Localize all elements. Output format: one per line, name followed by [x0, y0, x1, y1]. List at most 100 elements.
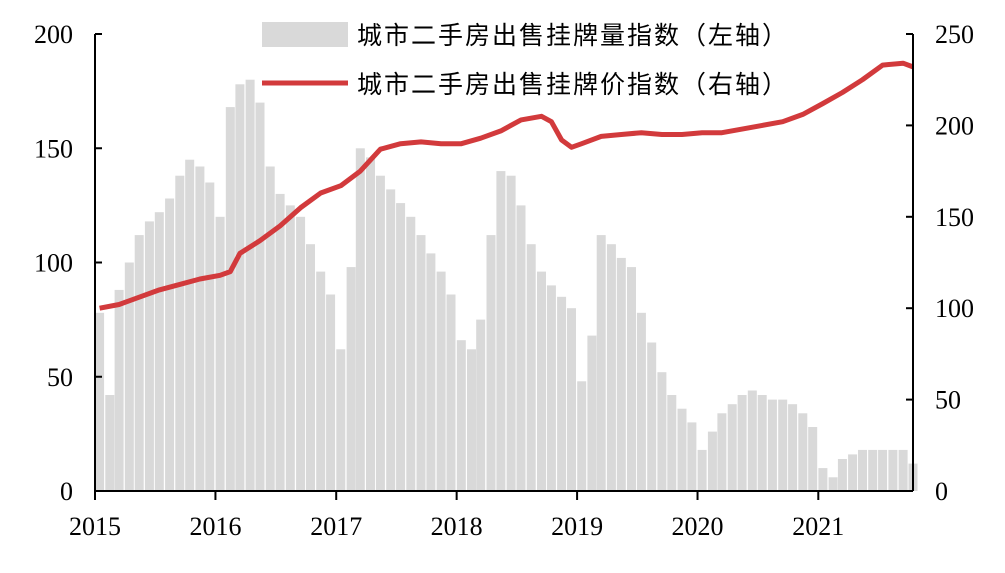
volume-bar	[778, 399, 788, 491]
volume-bar	[346, 267, 356, 491]
right-tick-label: 150	[935, 203, 974, 232]
volume-bar	[647, 342, 657, 491]
volume-bar	[185, 159, 195, 491]
volume-bar	[336, 349, 346, 491]
volume-bar	[105, 395, 115, 491]
volume-bar	[255, 102, 265, 491]
volume-bar	[747, 390, 757, 491]
volume-bar	[818, 468, 828, 491]
volume-bar	[355, 148, 365, 492]
volume-bar	[567, 308, 576, 491]
volume-bar	[134, 235, 144, 491]
left-tick-label: 100	[34, 249, 73, 278]
volume-bar	[275, 193, 285, 491]
volume-bar	[577, 381, 587, 491]
volume-bar	[486, 235, 496, 491]
volume-bar	[667, 395, 677, 491]
volume-bar	[175, 175, 185, 491]
volume-bar	[416, 235, 426, 491]
volume-bar	[476, 319, 486, 491]
legend-swatch-volume	[262, 22, 348, 47]
volume-bar	[225, 107, 235, 491]
volume-bar	[788, 404, 798, 491]
right-tick-label: 50	[935, 386, 961, 415]
x-tick-label: 2021	[792, 512, 844, 541]
volume-bar	[858, 449, 867, 491]
volume-bar	[526, 244, 536, 491]
volume-bar	[265, 166, 275, 491]
volume-bar	[697, 449, 707, 491]
left-tick-label: 0	[60, 477, 73, 506]
volume-bar	[848, 454, 858, 491]
legend: 城市二手房出售挂牌量指数（左轴） 城市二手房出售挂牌价指数（右轴）	[262, 21, 789, 99]
x-tick-label: 2017	[310, 512, 362, 541]
x-tick-label: 2020	[672, 512, 724, 541]
volume-bar	[436, 271, 446, 491]
volume-bar	[235, 84, 245, 492]
volume-bar	[707, 431, 717, 491]
volume-bar	[657, 372, 667, 491]
volume-bar	[757, 395, 767, 491]
volume-bar	[506, 175, 516, 491]
volume-bar	[596, 235, 606, 491]
volume-bar	[898, 449, 908, 491]
legend-label-price: 城市二手房出售挂牌价指数（右轴）	[357, 70, 789, 99]
volume-bar	[828, 477, 838, 491]
volume-bar	[606, 244, 616, 491]
volume-bar	[144, 221, 154, 491]
volume-bar	[326, 294, 336, 491]
x-tick-label: 2018	[431, 512, 483, 541]
volume-bar	[496, 171, 506, 491]
volume-bar	[878, 449, 888, 491]
volume-bar	[195, 166, 205, 491]
volume-bar	[366, 157, 375, 491]
volume-bar	[868, 449, 878, 491]
x-tick-label: 2015	[69, 512, 121, 541]
volume-bar	[375, 175, 385, 491]
volume-bar	[426, 253, 436, 491]
volume-bar	[627, 267, 636, 491]
volume-bar	[114, 289, 124, 491]
volume-bar	[737, 395, 747, 491]
volume-bar	[406, 216, 416, 492]
volume-bar	[636, 312, 646, 491]
volume-bar	[215, 216, 225, 492]
volume-bar	[306, 244, 315, 491]
volume-bar	[888, 449, 898, 491]
volume-bar	[296, 216, 306, 492]
volume-bar	[124, 262, 134, 491]
right-tick-label: 200	[935, 111, 974, 140]
left-tick-label: 150	[34, 134, 73, 163]
left-tick-label: 200	[34, 20, 73, 49]
volume-bar	[205, 182, 215, 491]
volume-bar	[727, 404, 737, 491]
volume-bar	[285, 205, 295, 491]
volume-bar	[837, 459, 847, 491]
volume-bar	[95, 312, 105, 491]
left-tick-label: 50	[47, 363, 73, 392]
volume-bar	[717, 413, 727, 491]
listing-volume-bars	[95, 79, 918, 492]
volume-bar	[808, 427, 818, 491]
volume-bar	[165, 198, 175, 491]
volume-bar	[467, 349, 476, 491]
x-tick-label: 2019	[551, 512, 603, 541]
right-tick-label: 0	[935, 477, 948, 506]
listing-price-line	[99, 60, 914, 311]
right-tick-label: 250	[935, 20, 974, 49]
volume-bar	[245, 79, 255, 491]
volume-bar	[767, 399, 777, 491]
volume-bar	[687, 422, 697, 491]
volume-bar	[154, 212, 164, 491]
volume-bar	[546, 285, 556, 491]
right-tick-label: 100	[935, 294, 974, 323]
volume-bar	[798, 413, 808, 491]
volume-bar	[316, 271, 326, 491]
volume-bar	[396, 203, 406, 491]
volume-bar	[456, 340, 466, 491]
axis-ticks: 0 50 100 150 200 0 50 100 150 200 250 2015 2016 2017 2…	[34, 20, 974, 541]
volume-bar	[386, 189, 396, 491]
legend-label-volume: 城市二手房出售挂牌量指数（左轴）	[357, 21, 789, 50]
volume-bar	[516, 205, 526, 491]
